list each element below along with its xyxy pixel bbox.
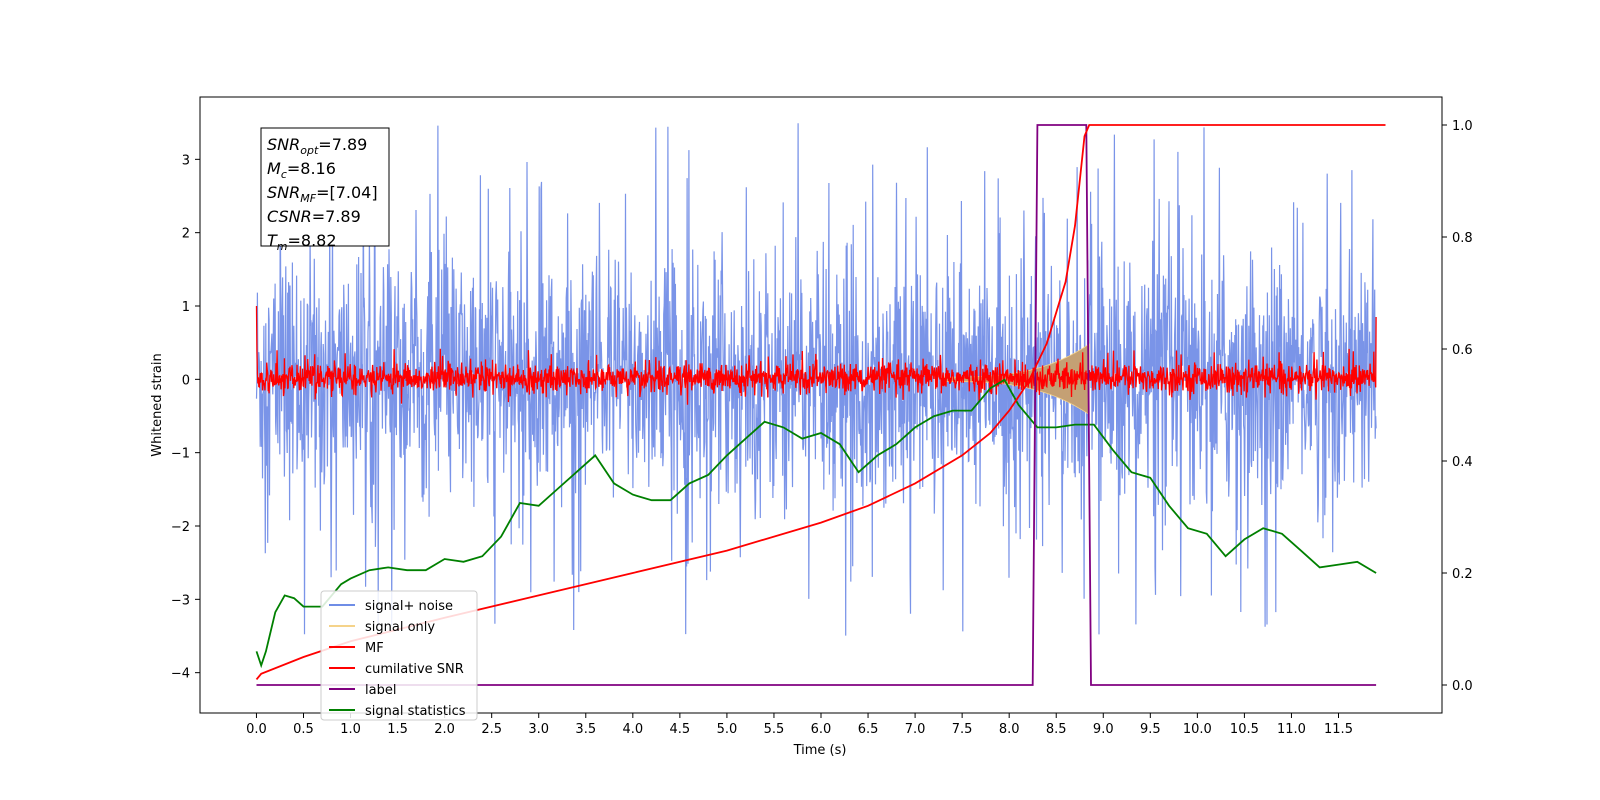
stats-annotation-line: CSNR=7.89 (267, 207, 361, 226)
legend: signal+ noise signal only MF cumilative SNR… (320, 590, 478, 721)
x-tick-label: 10.0 (1183, 722, 1212, 737)
y-left-tick-label: −1 (171, 447, 190, 462)
y-right-tick-label: 0.8 (1452, 231, 1473, 246)
x-axis-label: Time (s) (793, 743, 847, 758)
x-tick-label: 7.5 (952, 722, 973, 737)
x-tick-label: 6.5 (858, 722, 879, 737)
y-left-tick-label: −4 (171, 667, 190, 682)
x-tick-label: 1.0 (340, 722, 361, 737)
signal-statistics-line (255, 378, 1377, 669)
legend-label: label (365, 683, 396, 698)
stats-box-frame (260, 127, 390, 247)
legend-frame (320, 590, 478, 721)
x-axis: 0.0 0.5 1.0 1.5 2.0 2.5 3.0 3.5 4.0 4.5 5.0 5.5 6.0 6… (246, 713, 1353, 737)
y-left-tick-label: 0 (182, 373, 190, 388)
y-left-tick-label: 2 (182, 227, 190, 242)
x-tick-label: 1.5 (387, 722, 408, 737)
label-line (256, 124, 1377, 686)
x-tick-label: 3.5 (575, 722, 596, 737)
x-tick-label: 4.0 (622, 722, 643, 737)
y-right-tick-label: 0.2 (1452, 567, 1473, 582)
x-tick-label: 4.5 (670, 722, 691, 737)
x-tick-label: 3.0 (528, 722, 549, 737)
x-tick-label: 8.5 (1046, 722, 1067, 737)
y-right-tick-label: 0.0 (1452, 679, 1473, 694)
x-tick-label: 2.0 (434, 722, 455, 737)
legend-label: signal statistics (365, 704, 466, 719)
x-tick-label: 2.5 (481, 722, 502, 737)
y-axis-left: −4 −3 −2 −1 0 1 2 3 (171, 153, 200, 682)
x-tick-label: 9.0 (1093, 722, 1114, 737)
x-tick-label: 5.0 (717, 722, 738, 737)
stats-annotation-line: SNRopt=7.89 (267, 135, 367, 157)
y-right-tick-label: 0.6 (1452, 343, 1473, 358)
y-right-tick-label: 0.4 (1452, 455, 1473, 470)
y-left-tick-label: 1 (182, 300, 190, 315)
x-tick-label: 5.5 (764, 722, 785, 737)
mf-series (255, 305, 1377, 405)
mf-line (255, 305, 1377, 405)
x-tick-label: 8.0 (999, 722, 1020, 737)
legend-label: MF (365, 641, 384, 656)
stats-annotation-line: Mc=8.16 (267, 159, 336, 181)
legend-label: signal only (365, 620, 435, 635)
y-axis-label: Whitened strain (150, 353, 165, 456)
x-tick-label: 11.5 (1324, 722, 1353, 737)
legend-label: cumilative SNR (365, 662, 464, 677)
x-tick-label: 0.5 (293, 722, 314, 737)
y-left-tick-label: −3 (171, 593, 190, 608)
x-tick-label: 6.0 (811, 722, 832, 737)
x-tick-label: 11.0 (1277, 722, 1306, 737)
y-left-tick-label: −2 (171, 520, 190, 535)
x-tick-label: 7.0 (905, 722, 926, 737)
stats-annotation-line: Tm=8.82 (267, 231, 337, 253)
y-axis-right: 0.0 0.2 0.4 0.6 0.8 1.0 (1442, 119, 1473, 694)
x-tick-label: 0.0 (246, 722, 267, 737)
x-tick-label: 9.5 (1140, 722, 1161, 737)
y-left-tick-label: 3 (182, 153, 190, 168)
y-right-tick-label: 1.0 (1452, 119, 1473, 134)
x-tick-label: 10.5 (1230, 722, 1259, 737)
stats-annotation-line: SNRMF=[7.04] (267, 183, 378, 205)
legend-label: signal+ noise (365, 599, 453, 614)
